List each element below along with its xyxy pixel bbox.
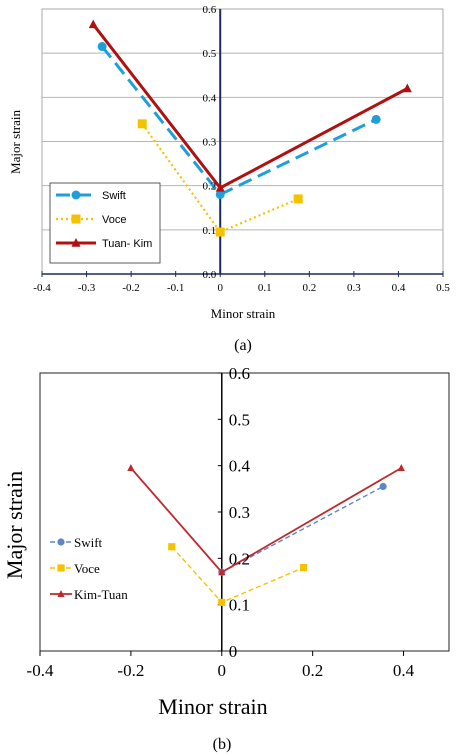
x-tick-label: 0.3 [347,282,361,294]
x-tick-label: 0.5 [436,282,450,294]
x-tick-label: 0 [217,282,223,294]
y-tick-label: 0.3 [202,137,216,149]
data-point-kim-tuan [218,568,226,576]
x-tick-label: 0 [218,661,227,680]
x-tick-label: -0.3 [78,282,96,294]
y-axis-label-b: Major strain [2,471,27,579]
x-tick-label: 0.2 [302,661,323,680]
y-tick-label: 0 [229,642,238,661]
data-point-swift [379,482,387,491]
data-point-tuan-kim [215,182,225,192]
y-tick-label: 0.4 [229,457,251,476]
y-tick-label: 0.6 [229,364,250,383]
x-tick-label: 0.1 [258,282,272,294]
x-tick-label: 0.4 [392,282,406,294]
data-point-swift [97,42,107,52]
legend-label-tuan-kim: Tuan- Kim [102,238,152,250]
legend-marker-voce [71,214,81,224]
series-line-swift [221,485,384,573]
y-tick-label: 0.2 [202,181,216,193]
legend-b: Swift Voce Kim-Tuan [50,535,128,602]
x-axis-label-a: Minor strain [211,306,276,321]
x-tick-label: -0.1 [167,282,184,294]
data-point-tuan-kim [88,19,98,29]
caption-b: (b) [213,736,232,753]
data-point-swift [215,190,225,199]
data-point-swift [371,114,381,124]
legend-marker-kim-tuan [57,590,65,597]
data-point-kim-tuan [397,464,405,471]
legend-a: Swift Voce Tuan- Kim [49,182,161,264]
data-point-voce [215,227,225,237]
x-tick-label: -0.2 [117,661,144,680]
legend-label-kim-tuan: Kim-Tuan [74,587,128,602]
data-point-voce [293,194,303,204]
plot-area-b [39,372,450,652]
y-tick-label: 0.1 [229,596,250,615]
legend-marker-tuan-kim [71,238,81,247]
chart-b: 0 0.1 0.2 0.3 0.4 0.5 0.6 -0.4 -0.2 0 0.2 0.4 Minor… [2,364,450,753]
y-tick-label: 0.0 [202,269,216,281]
y-tick-label: 0.1 [202,225,216,237]
y-tick-label: 0.5 [229,410,250,429]
x-tick-label: -0.2 [122,282,139,294]
data-point-voce [168,543,176,551]
y-tick-label: 0.4 [202,92,216,104]
legend-marker-swift [57,538,65,546]
data-point-voce [218,598,226,606]
legend-label-voce: Voce [102,214,126,226]
data-point-kim-tuan [127,464,135,471]
chart-a: 0.0 0.1 0.2 0.3 0.4 0.5 0.6 -0.4 -0.3 -0.2 -0.1 0 0.… [8,4,450,354]
x-tick-label: 0.2 [302,282,316,294]
y-tick-label: 0.3 [229,503,250,522]
legend-marker-voce [57,564,65,572]
legend-label-swift: Swift [102,190,126,202]
legend-label-swift: Swift [74,535,103,550]
y-tick-label: 0.2 [229,549,250,568]
legend-label-voce: Voce [74,561,100,576]
y-axis-label-a: Major strain [8,110,23,174]
y-tick-label: 0.5 [202,48,216,60]
data-point-tuan-kim [402,83,412,93]
x-tick-label: -0.4 [33,282,51,294]
x-axis-label-b: Minor strain [158,694,267,719]
data-point-voce [299,564,308,572]
legend-marker-swift [71,190,81,200]
y-tick-label: 0.6 [202,4,216,16]
x-tick-label: 0.4 [393,661,415,680]
caption-a: (a) [234,337,252,354]
x-tick-label: -0.4 [27,661,54,680]
data-point-voce [137,119,147,129]
